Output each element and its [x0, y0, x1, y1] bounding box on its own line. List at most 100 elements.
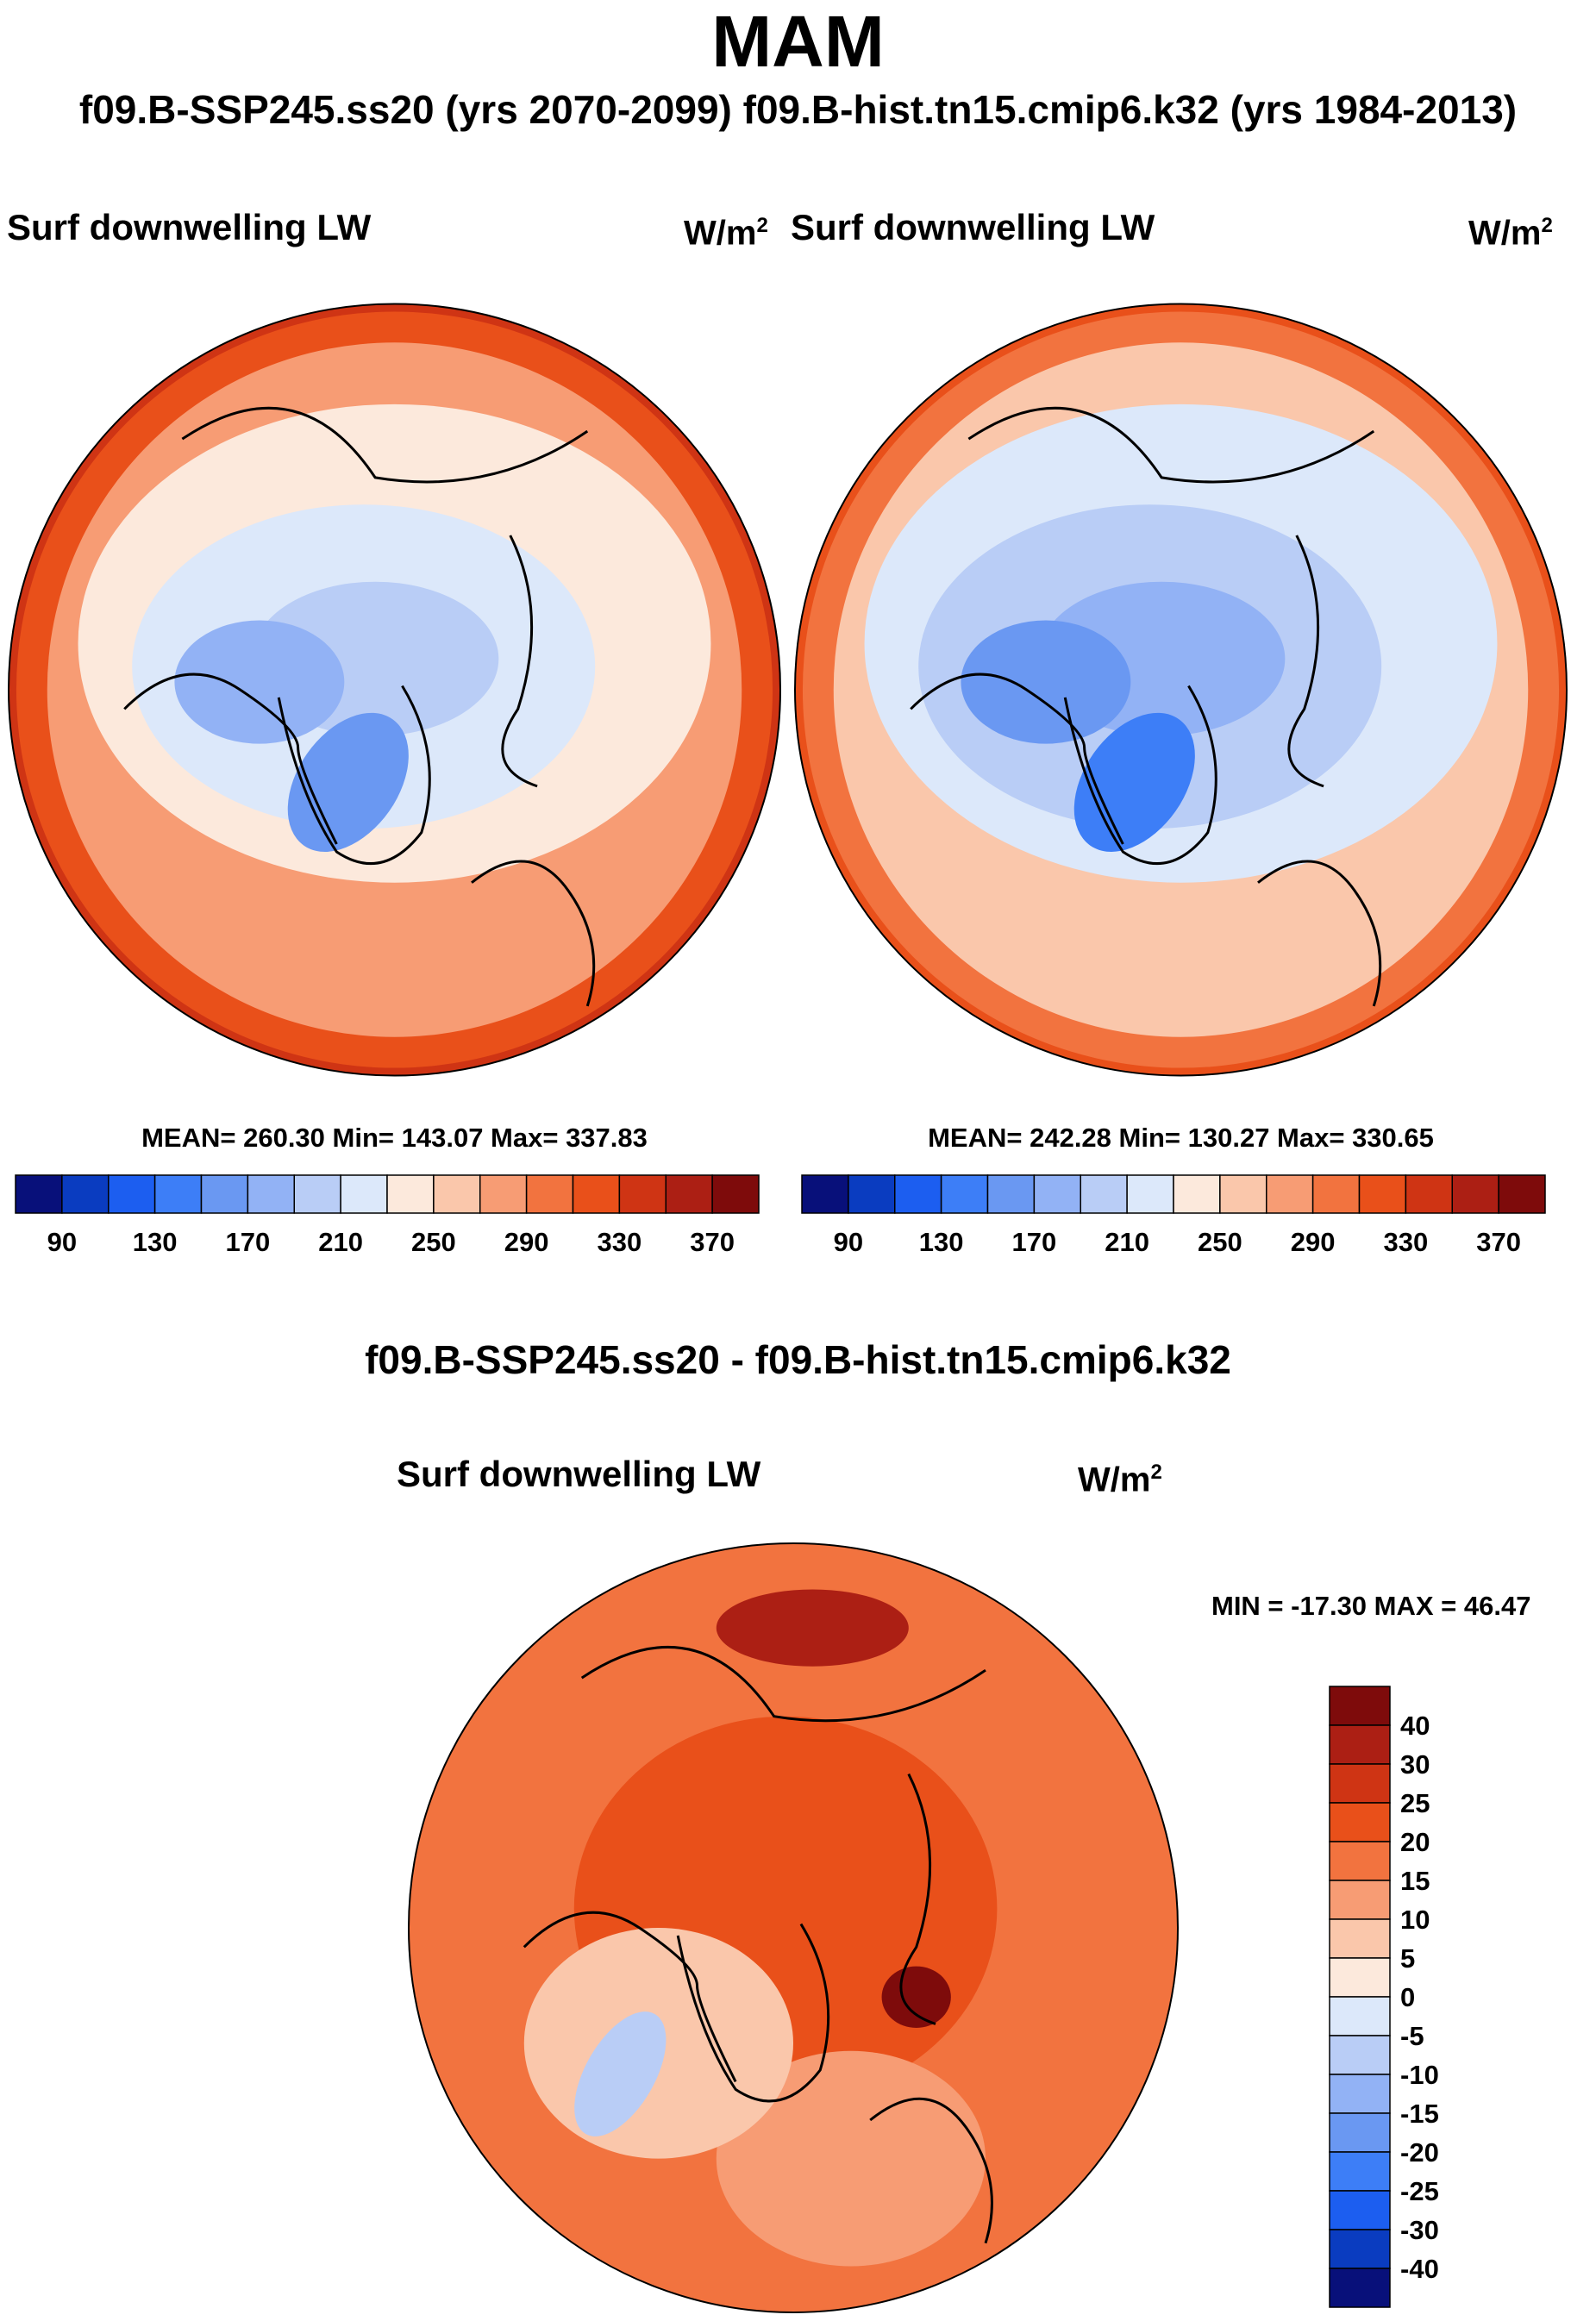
map3-coastlines — [523, 1645, 993, 2244]
panel2-colorbar: 90 130 170 210 250 290 330 370 — [801, 1174, 1546, 1257]
cbar2-swatch — [1173, 1174, 1221, 1214]
cbar2-swatch — [1498, 1174, 1546, 1214]
panel2-units: W/m2 — [1468, 214, 1553, 253]
panel1-units: W/m2 — [684, 214, 768, 253]
cbar3-swatch — [1329, 1996, 1391, 2036]
cbar1-tick-label: 290 — [504, 1227, 549, 1257]
season-title: MAM — [711, 1, 885, 82]
cbar3-swatch — [1329, 2035, 1391, 2075]
panel3-units: W/m2 — [1078, 1461, 1162, 1499]
cbar1-swatch — [479, 1174, 528, 1214]
cbar3-swatch — [1329, 1841, 1391, 1881]
cbar1-swatch — [15, 1174, 63, 1214]
cbar3-swatch — [1329, 2151, 1391, 2192]
map2-region-canadian-archipelago — [961, 620, 1131, 744]
panel3-stats: MIN = -17.30 MAX = 46.47 — [1211, 1591, 1531, 1621]
cbar2-swatch — [1405, 1174, 1453, 1214]
cbar2-tick-label: 170 — [1012, 1227, 1057, 1257]
coastline — [869, 2097, 993, 2244]
cbar2-swatch — [1033, 1174, 1081, 1214]
cbar1-swatch — [108, 1174, 156, 1214]
coastline — [1287, 535, 1324, 788]
map3-region-barents-kara-sea — [881, 1966, 951, 2028]
cbar2-swatch — [1266, 1174, 1314, 1214]
cbar1-tick-label: 250 — [411, 1227, 456, 1257]
cbar1-swatch — [525, 1174, 574, 1214]
map1-coastlines — [123, 406, 596, 1007]
cbar1-swatch — [247, 1174, 295, 1214]
cbar3-tick-label: -25 — [1400, 2176, 1439, 2206]
cbar3-swatch — [1329, 1724, 1391, 1765]
cbar1-swatch — [293, 1174, 341, 1214]
cbar3-swatch — [1329, 1880, 1391, 1920]
cbar3-swatch — [1329, 1686, 1391, 1726]
cbar2-tick-label: 210 — [1105, 1227, 1149, 1257]
panel2-map — [794, 303, 1568, 1077]
map3-map-border — [408, 1542, 1179, 2313]
difference-title: f09.B-SSP245.ss20 - f09.B-hist.tn15.cmip… — [365, 1337, 1231, 1382]
cbar1-swatch — [153, 1174, 203, 1214]
cbar2-swatch — [1080, 1174, 1128, 1214]
panel1-stats: MEAN= 260.30 Min= 143.07 Max= 337.83 — [141, 1123, 648, 1153]
cbar1-swatch — [200, 1174, 249, 1214]
cbar3-tick-label: -20 — [1400, 2137, 1439, 2168]
cbar3-tick-label: 30 — [1400, 1749, 1430, 1780]
cbar3-swatch — [1329, 2190, 1391, 2230]
cbar3-swatch — [1329, 2229, 1391, 2269]
cbar1-tick-label: 90 — [47, 1227, 77, 1257]
coastline — [501, 535, 538, 788]
cbar3-tick-label: 20 — [1400, 1827, 1430, 1857]
panel2-map-fill — [795, 303, 1567, 1076]
cbar1-swatch — [433, 1174, 481, 1214]
cbar2-swatch — [801, 1174, 849, 1214]
cbar3-swatch — [1329, 1957, 1391, 1998]
cbar1-tick-label: 210 — [318, 1227, 363, 1257]
cbar2-tick-label: 90 — [834, 1227, 863, 1257]
cbar1-tick-label: 130 — [133, 1227, 178, 1257]
cbar3-swatch — [1329, 2074, 1391, 2114]
cbar2-swatch — [1219, 1174, 1267, 1214]
coastline — [1257, 860, 1382, 1007]
cbar2-swatch — [1311, 1174, 1361, 1214]
cbar2-tick-label: 330 — [1384, 1227, 1429, 1257]
coastline — [910, 673, 1124, 845]
coastline — [1063, 685, 1217, 865]
cbar2-swatch — [894, 1174, 942, 1214]
map3-region-east-siberian-sea — [716, 1589, 909, 1667]
cbar3-tick-label: -5 — [1400, 2021, 1424, 2051]
cbar2-swatch — [848, 1174, 896, 1214]
panel3-map-fill — [409, 1543, 1178, 2312]
panel3-title: Surf downwelling LW — [397, 1454, 761, 1494]
cbar3-swatch — [1329, 1918, 1391, 1959]
cbar1-swatch — [665, 1174, 713, 1214]
map3-region-hudson-bay-labrador — [574, 2011, 667, 2136]
cbar2-tick-label: 250 — [1198, 1227, 1242, 1257]
cbar1-swatch — [618, 1174, 667, 1214]
cbar2-swatch — [940, 1174, 989, 1214]
cbar3-tick-label: 5 — [1400, 1943, 1415, 1974]
coastline — [277, 685, 431, 865]
panel1-title: Surf downwelling LW — [7, 207, 372, 247]
cbar1-swatch — [711, 1174, 760, 1214]
cbar1-tick-label: 330 — [598, 1227, 642, 1257]
panel3-colorbar: 40 30 25 20 15 10 5 0 -5 -10 -15 -20 -25 -30 -40 — [1329, 1686, 1439, 2308]
panel2-title: Surf downwelling LW — [791, 207, 1155, 247]
cbar3-swatch — [1329, 1802, 1391, 1842]
cbar3-tick-label: -15 — [1400, 2099, 1439, 2129]
panel1-colorbar: 90 130 170 210 250 290 330 370 — [15, 1174, 760, 1257]
cbar2-swatch — [986, 1174, 1036, 1214]
cbar1-swatch — [340, 1174, 388, 1214]
coastline — [580, 1645, 986, 1723]
figure-subtitle: f09.B-SSP245.ss20 (yrs 2070-2099) f09.B-… — [78, 87, 1518, 132]
coastline — [899, 1773, 936, 2025]
map3-region-northern-europe — [716, 2050, 986, 2267]
map1-region-canadian-archipelago — [174, 620, 345, 744]
coastline — [967, 406, 1375, 484]
cbar2-swatch — [1126, 1174, 1174, 1214]
coastline — [676, 1923, 830, 2103]
map2-coastlines — [910, 406, 1382, 1007]
cbar1-swatch — [572, 1174, 621, 1214]
cbar3-tick-label: 15 — [1400, 1866, 1430, 1896]
cbar1-swatch — [386, 1174, 435, 1214]
cbar1-tick-label: 370 — [690, 1227, 735, 1257]
